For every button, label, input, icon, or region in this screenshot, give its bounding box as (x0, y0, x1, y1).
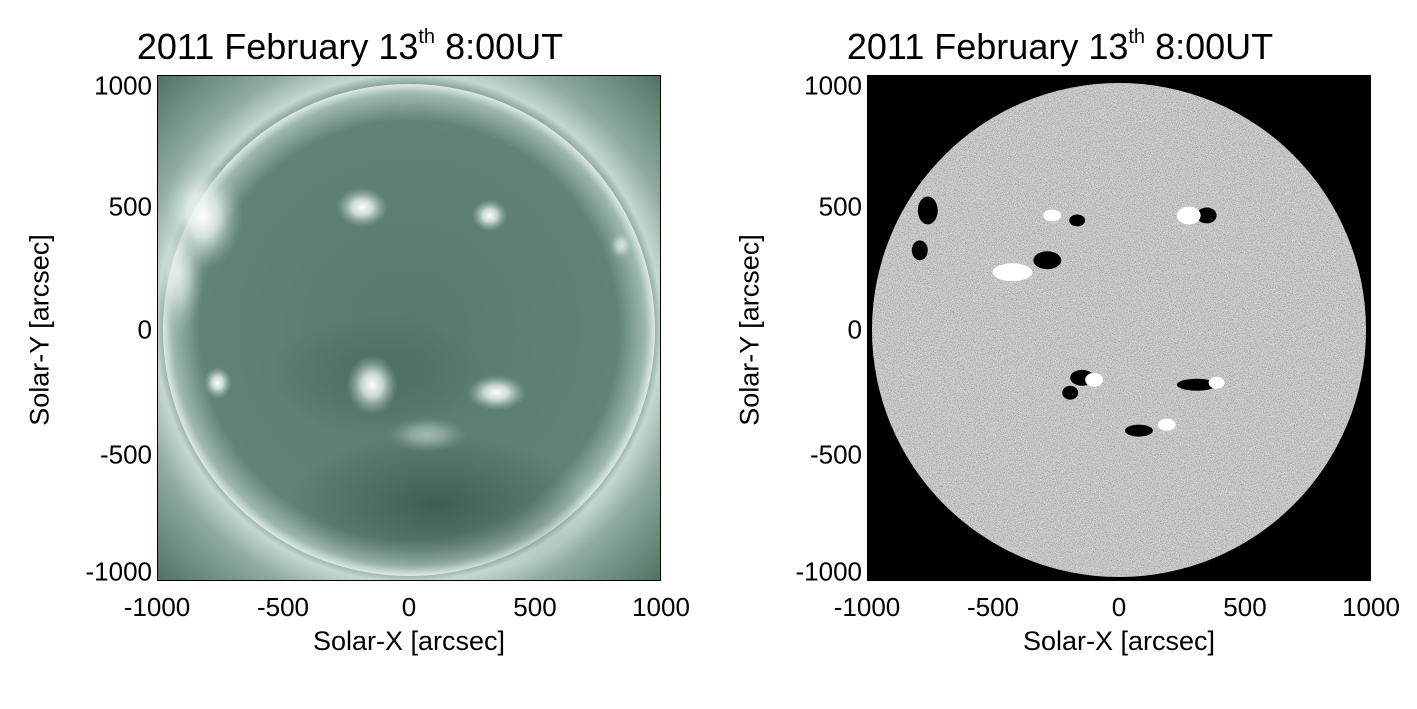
magnetogram-ytick: -1000 (795, 556, 863, 587)
euv-ytick: 500 (108, 191, 152, 222)
magnetogram-xtick: 500 (1223, 592, 1267, 622)
magnetogram-ytick: 0 (847, 314, 862, 345)
magnetogram-ytick: -500 (809, 439, 862, 470)
euv-ytick: -1000 (85, 556, 153, 587)
magnetogram-xtick: 0 (1111, 592, 1127, 622)
magnetogram-y-axis-label: Solar-Y [arcsec] (734, 234, 765, 426)
magnetogram-panel: 2011 February 13th 8:00UT Solar-Y [arcse… (710, 0, 1410, 709)
euv-xtick: -500 (256, 592, 310, 622)
euv-xtick: 0 (401, 592, 417, 622)
euv-xtick: 500 (513, 592, 557, 622)
euv-ytick: 1000 (94, 70, 152, 101)
magnetogram-title: 2011 February 13th 8:00UT (846, 26, 1274, 67)
magnetogram-xtick: -1000 (833, 592, 901, 622)
magnetogram-ytick: 1000 (804, 70, 862, 101)
magnetogram-ytick: 500 (818, 191, 862, 222)
euv-y-axis-label: Solar-Y [arcsec] (24, 234, 55, 426)
magnetogram-xtick: -500 (966, 592, 1020, 622)
magnetogram-xtick: 1000 (1342, 592, 1400, 622)
magnetogram-image (867, 75, 1371, 581)
euv-xtick: -1000 (123, 592, 191, 622)
euv-panel: 2011 February 13th 8:00UT Solar-Y [arcse… (0, 0, 700, 709)
euv-xtick: 1000 (632, 592, 690, 622)
euv-title: 2011 February 13th 8:00UT (136, 26, 564, 67)
euv-image (157, 75, 661, 581)
magnetogram-x-axis-label: Solar-X [arcsec] (1022, 626, 1216, 656)
euv-ytick: 0 (137, 314, 152, 345)
euv-ytick: -500 (99, 439, 152, 470)
euv-x-axis-label: Solar-X [arcsec] (312, 626, 506, 656)
